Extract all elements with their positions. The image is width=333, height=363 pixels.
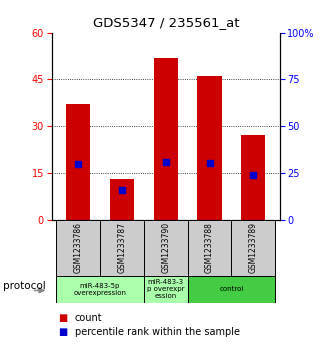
- Bar: [241, 135, 265, 220]
- Text: ■: ■: [58, 313, 68, 323]
- Bar: [144, 276, 187, 303]
- Point: [119, 187, 125, 193]
- Point: [163, 159, 168, 164]
- Bar: [187, 276, 275, 303]
- Bar: [187, 220, 231, 276]
- Text: miR-483-5p
overexpression: miR-483-5p overexpression: [73, 283, 126, 296]
- Text: percentile rank within the sample: percentile rank within the sample: [75, 327, 240, 337]
- Text: GSM1233790: GSM1233790: [161, 222, 170, 273]
- Bar: [100, 220, 144, 276]
- Text: GDS5347 / 235561_at: GDS5347 / 235561_at: [93, 16, 240, 29]
- Point: [75, 160, 81, 166]
- Text: count: count: [75, 313, 103, 323]
- Bar: [154, 58, 178, 220]
- Bar: [66, 104, 90, 220]
- Text: control: control: [219, 286, 244, 293]
- Text: GSM1233786: GSM1233786: [74, 222, 83, 273]
- Bar: [197, 76, 221, 220]
- Text: GSM1233789: GSM1233789: [249, 222, 258, 273]
- Bar: [231, 220, 275, 276]
- Bar: [56, 276, 144, 303]
- Text: protocol: protocol: [3, 281, 46, 291]
- Text: GSM1233788: GSM1233788: [205, 222, 214, 273]
- Bar: [56, 220, 100, 276]
- Point: [251, 172, 256, 178]
- Text: ■: ■: [58, 327, 68, 337]
- Bar: [144, 220, 187, 276]
- Bar: [110, 179, 134, 220]
- Text: GSM1233787: GSM1233787: [117, 222, 126, 273]
- Point: [207, 160, 212, 166]
- Text: miR-483-3
p overexpr
ession: miR-483-3 p overexpr ession: [147, 280, 184, 299]
